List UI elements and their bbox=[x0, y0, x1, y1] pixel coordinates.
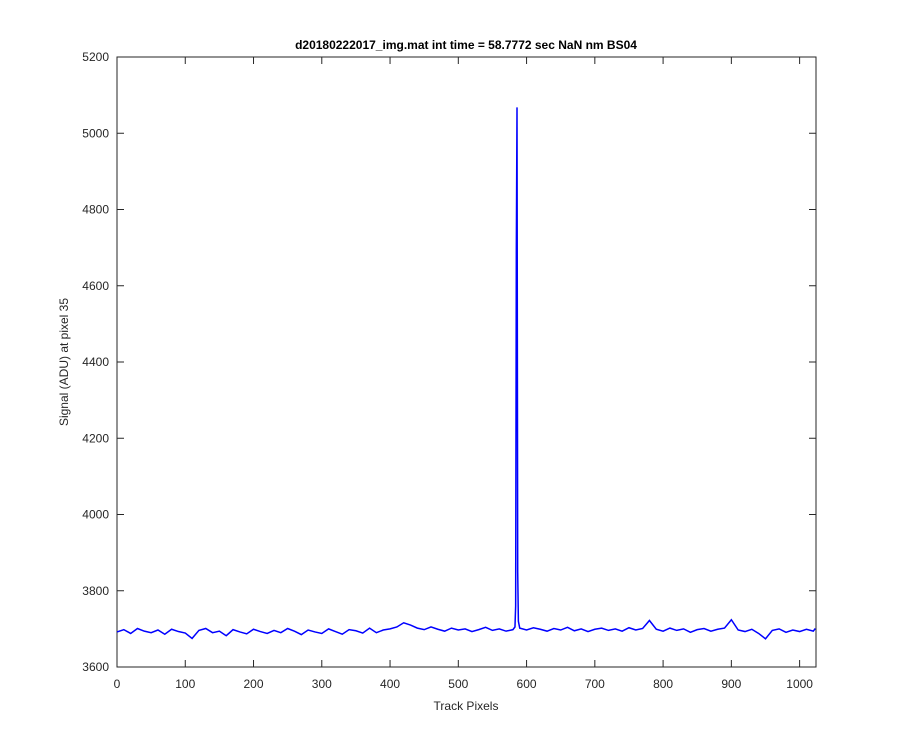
y-tick-label: 4800 bbox=[82, 203, 109, 217]
y-tick-label: 5200 bbox=[82, 50, 109, 64]
x-tick-label: 900 bbox=[721, 677, 741, 691]
x-tick-label: 1000 bbox=[786, 677, 813, 691]
y-tick-label: 3600 bbox=[82, 660, 109, 674]
x-tick-label: 200 bbox=[244, 677, 264, 691]
y-tick-label: 4000 bbox=[82, 508, 109, 522]
y-tick-label: 4400 bbox=[82, 355, 109, 369]
y-tick-label: 4600 bbox=[82, 279, 109, 293]
plot-area bbox=[116, 56, 817, 668]
x-tick-label: 500 bbox=[448, 677, 468, 691]
x-tick-label: 700 bbox=[585, 677, 605, 691]
chart-title: d20180222017_img.mat int time = 58.7772 … bbox=[295, 38, 637, 52]
data-line bbox=[116, 107, 816, 640]
x-axis-label: Track Pixels bbox=[434, 699, 499, 713]
y-tick-label: 4200 bbox=[82, 431, 109, 445]
y-tick-label: 3800 bbox=[82, 584, 109, 598]
x-tick-label: 300 bbox=[312, 677, 332, 691]
x-tick-label: 100 bbox=[175, 677, 195, 691]
y-tick-label: 5000 bbox=[82, 126, 109, 140]
x-tick-label: 600 bbox=[517, 677, 537, 691]
x-tick-label: 400 bbox=[380, 677, 400, 691]
x-tick-label: 800 bbox=[653, 677, 673, 691]
y-axis-label: Signal (ADU) at pixel 35 bbox=[57, 298, 71, 426]
x-tick-label: 0 bbox=[114, 677, 121, 691]
